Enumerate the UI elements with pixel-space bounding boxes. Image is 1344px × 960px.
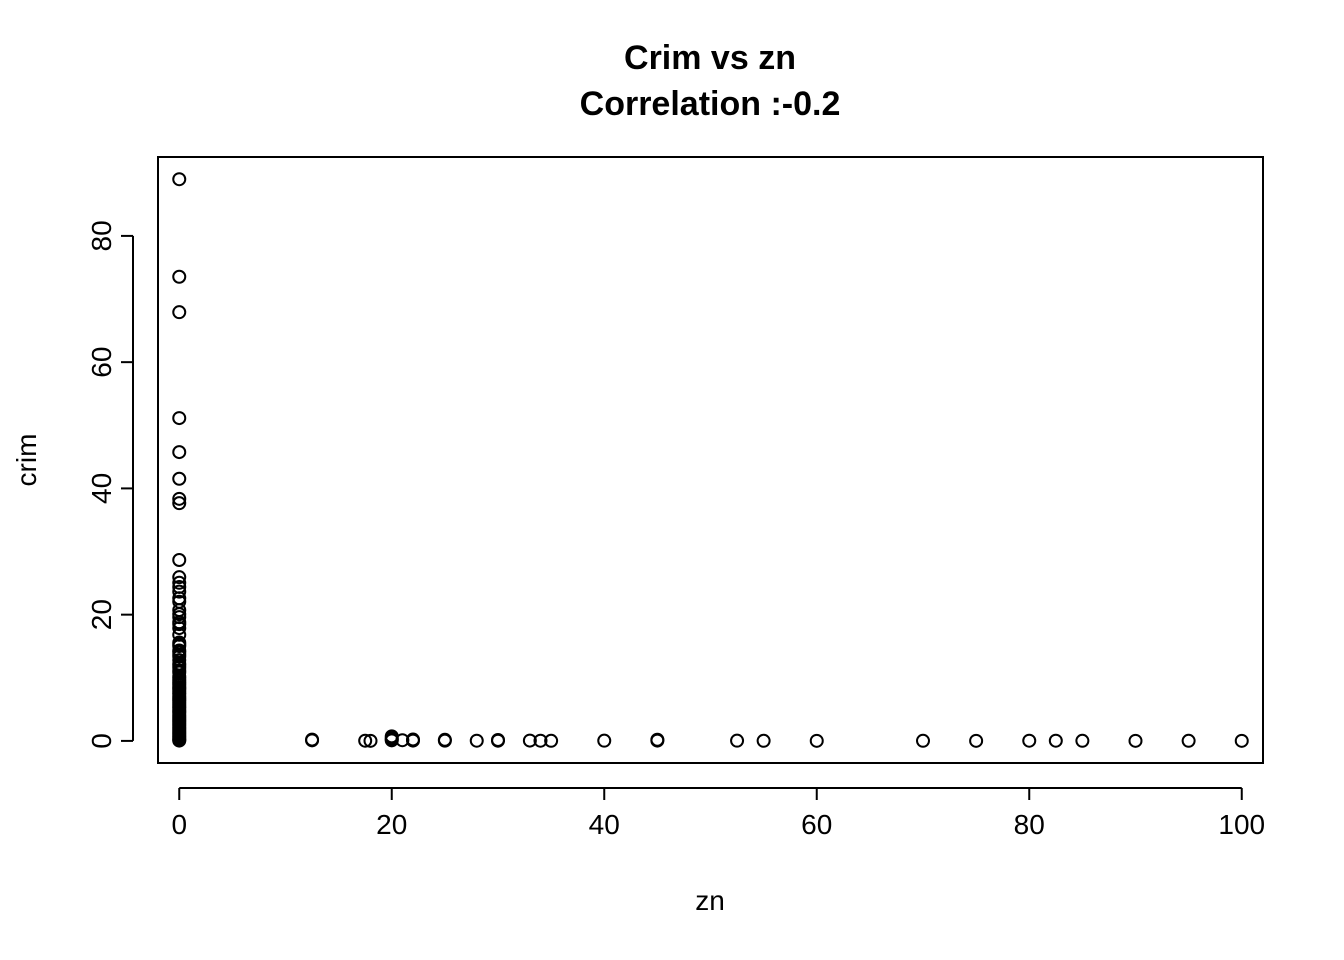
y-tick-label: 20 <box>86 599 117 630</box>
data-point <box>172 305 187 320</box>
data-point <box>809 733 824 748</box>
data-point <box>172 552 187 567</box>
data-point <box>384 733 399 748</box>
data-point <box>406 733 420 748</box>
x-tick-label: 20 <box>376 809 407 840</box>
data-point <box>756 733 771 748</box>
x-tick-label: 80 <box>1014 809 1045 840</box>
data-point <box>305 733 320 748</box>
data-point <box>172 610 187 625</box>
data-point <box>597 733 612 748</box>
data-points <box>172 172 1249 748</box>
data-point <box>730 733 745 748</box>
data-point <box>172 172 187 187</box>
data-point <box>491 733 505 748</box>
x-axis: 0 20 40 60 80 100 <box>171 787 1265 840</box>
data-point <box>969 733 984 748</box>
y-tick-label: 0 <box>86 733 117 749</box>
data-point <box>172 411 187 426</box>
data-point <box>172 496 187 511</box>
y-tick-label: 40 <box>86 473 117 504</box>
y-tick-label: 80 <box>86 220 117 251</box>
data-point <box>172 570 187 585</box>
data-point <box>1234 733 1249 748</box>
x-tick-label: 40 <box>589 809 620 840</box>
data-point <box>172 584 187 599</box>
data-point <box>172 575 187 590</box>
data-point <box>395 733 410 748</box>
data-point <box>650 733 665 748</box>
x-tick-label: 0 <box>171 809 187 840</box>
data-point <box>533 733 548 748</box>
chart-subtitle: Correlation :-0.2 <box>580 85 841 123</box>
data-point <box>358 733 373 748</box>
data-point <box>172 471 187 486</box>
data-point <box>172 491 187 506</box>
x-axis-label: zn <box>695 885 725 916</box>
data-point <box>1181 733 1196 748</box>
data-point <box>172 639 187 654</box>
data-point <box>469 733 484 748</box>
data-point <box>544 733 559 748</box>
x-tick-label: 100 <box>1218 809 1265 840</box>
data-point <box>172 621 187 636</box>
data-point <box>172 617 187 632</box>
x-tick-label: 60 <box>801 809 832 840</box>
data-point <box>1128 733 1143 748</box>
data-point <box>172 733 187 748</box>
y-axis-label: crim <box>11 434 42 487</box>
data-point <box>437 733 452 748</box>
data-point <box>916 733 930 748</box>
data-point <box>1075 733 1090 748</box>
data-point <box>172 269 187 284</box>
y-axis: 0 20 40 60 80 <box>86 220 134 749</box>
data-point <box>522 733 537 748</box>
data-point <box>1022 733 1037 748</box>
data-point <box>1048 733 1063 748</box>
data-point <box>172 445 187 460</box>
plot-frame <box>157 156 1264 764</box>
y-tick-label: 60 <box>86 347 117 378</box>
chart-title: Crim vs zn <box>624 39 796 77</box>
data-point <box>363 733 378 748</box>
